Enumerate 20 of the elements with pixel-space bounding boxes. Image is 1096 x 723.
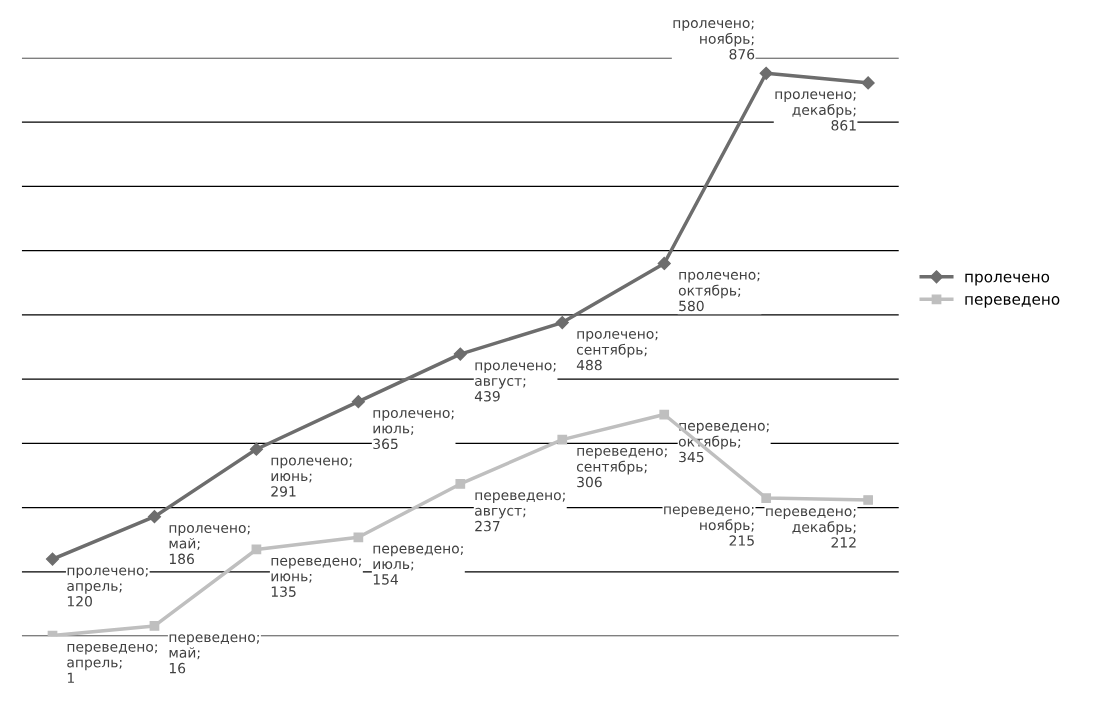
data-label: пролечено; ноябрь; 876	[673, 20, 755, 60]
data-label: переведено; ноябрь; 215	[664, 506, 754, 546]
data-label: пролечено; декабрь; 861	[775, 91, 856, 131]
data-label: пролечено; июнь; 291	[271, 457, 352, 497]
data-label: пролечено; май; 186	[169, 525, 250, 565]
data-label: пролечено; август; 439	[474, 362, 556, 402]
data-label: переведено; май; 16	[169, 634, 259, 674]
data-label: переведено; апрель; 1	[67, 643, 157, 683]
data-label: пролечено; сентябрь; 488	[576, 330, 658, 371]
data-label: пролечено; июль; 365	[373, 410, 454, 450]
legend-label: пролечено	[965, 273, 1050, 286]
data-label: переведено; сентябрь; 306	[576, 447, 667, 488]
legend-label: переведено	[965, 296, 1060, 308]
data-label: переведено; июль; 154	[373, 545, 463, 585]
data-label: переведено; июнь; 135	[271, 557, 361, 597]
data-label: пролечено; октябрь; 580	[678, 271, 760, 312]
data-label: переведено; октябрь; 345	[678, 422, 769, 463]
data-label: переведено; август; 237	[475, 492, 565, 532]
data-label: переведено; декабрь; 212	[766, 508, 856, 548]
data-label: пролечено; апрель; 120	[67, 567, 148, 607]
